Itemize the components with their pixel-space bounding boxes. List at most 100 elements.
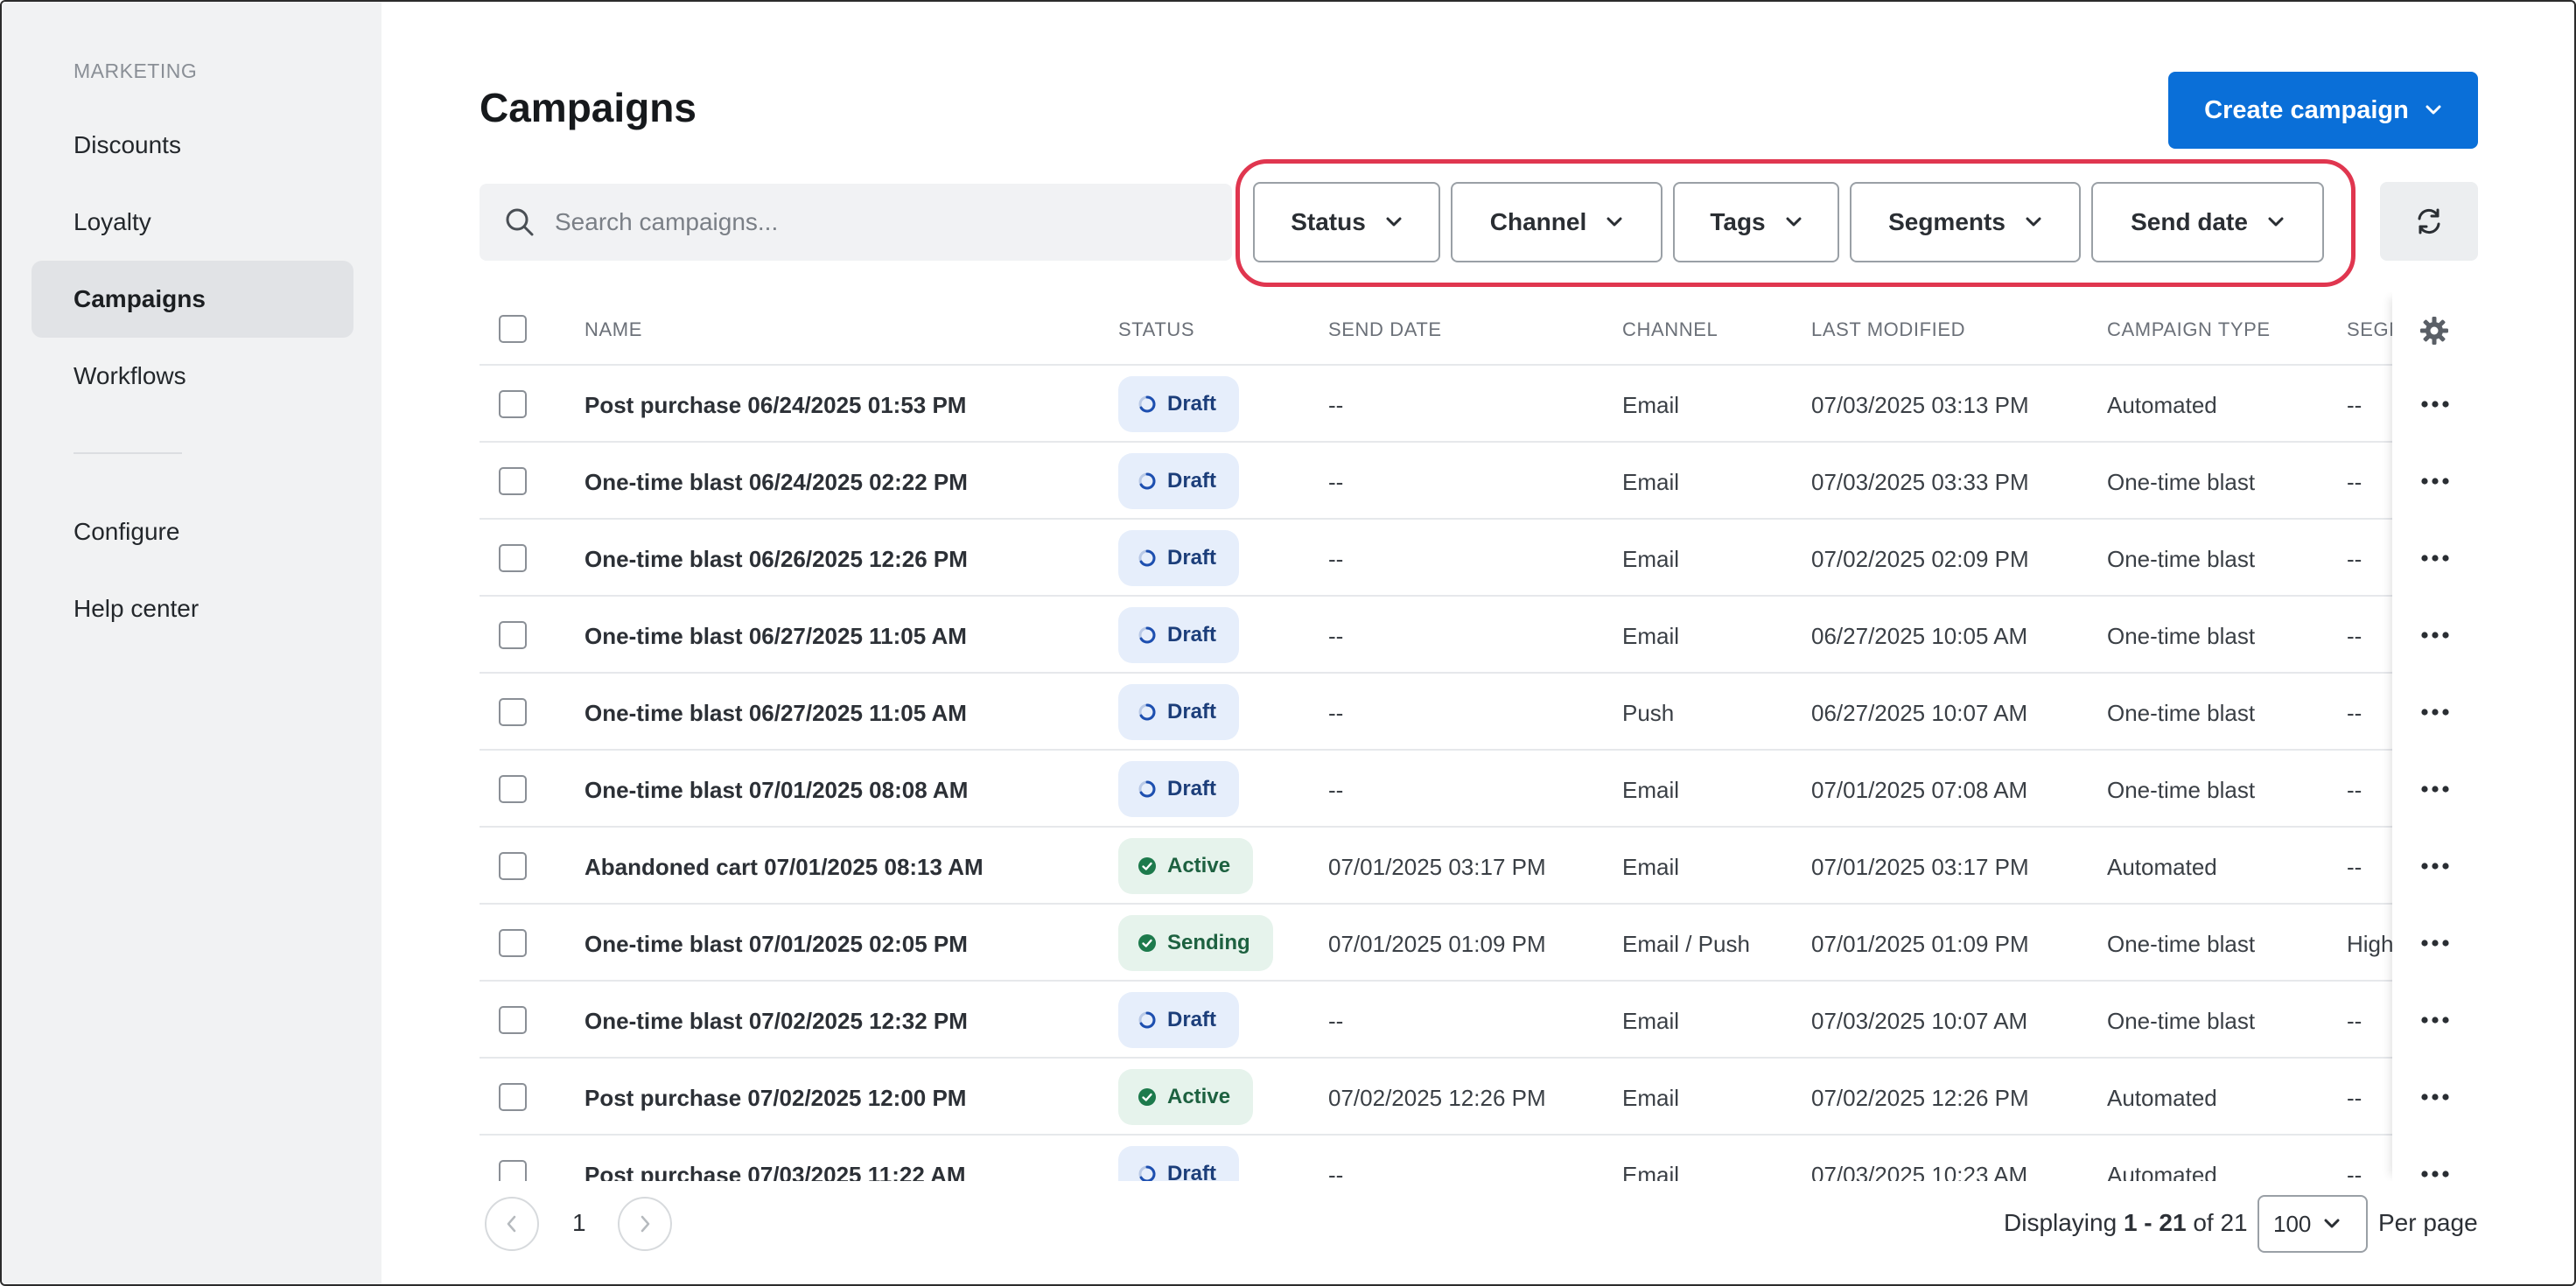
status-badge-label: Draft bbox=[1167, 469, 1217, 493]
row-more-actions-button[interactable] bbox=[2412, 996, 2459, 1044]
row-checkbox[interactable] bbox=[499, 621, 527, 649]
campaign-name[interactable]: One-time blast 06/27/2025 11:05 AM bbox=[584, 623, 967, 649]
table-row[interactable]: One-time blast 06/27/2025 11:05 AM Draft -… bbox=[480, 674, 2478, 751]
search-input[interactable] bbox=[555, 208, 1167, 236]
filter-channel[interactable]: Channel bbox=[1451, 182, 1662, 262]
sidebar-item-configure[interactable]: Configure bbox=[74, 518, 180, 545]
next-page-button[interactable] bbox=[618, 1197, 672, 1251]
row-more-actions-button[interactable] bbox=[2412, 381, 2459, 428]
filter-tags-label: Tags bbox=[1710, 208, 1766, 235]
row-checkbox[interactable] bbox=[499, 1006, 527, 1034]
segment: -- bbox=[2347, 1085, 2362, 1111]
table-row[interactable]: Abandoned cart 07/01/2025 08:13 AM Active… bbox=[480, 828, 2478, 905]
table-row[interactable]: Post purchase 07/03/2025 11:22 AM Draft --… bbox=[480, 1136, 2478, 1181]
campaigns-table: NAME STATUS SEND DATE CHANNEL LAST MODIF… bbox=[480, 292, 2478, 1181]
campaign-name[interactable]: One-time blast 06/27/2025 11:05 AM bbox=[584, 700, 967, 726]
row-more-actions-button[interactable] bbox=[2412, 458, 2459, 505]
row-checkbox[interactable] bbox=[499, 1083, 527, 1111]
last-modified: 07/03/2025 10:23 AM bbox=[1811, 1162, 2028, 1181]
campaign-name[interactable]: One-time blast 07/01/2025 02:05 PM bbox=[584, 931, 968, 957]
row-more-actions-button[interactable] bbox=[2412, 765, 2459, 813]
status-badge: Draft bbox=[1118, 376, 1240, 432]
table-row[interactable]: One-time blast 06/26/2025 12:26 PM Draft -… bbox=[480, 520, 2478, 597]
row-checkbox[interactable] bbox=[499, 929, 527, 957]
campaign-name[interactable]: Post purchase 07/02/2025 12:00 PM bbox=[584, 1085, 967, 1111]
campaign-type: One-time blast bbox=[2107, 700, 2256, 726]
column-name[interactable]: NAME bbox=[584, 318, 642, 340]
table-row[interactable]: Post purchase 06/24/2025 01:53 PM Draft --… bbox=[480, 366, 2478, 443]
row-checkbox[interactable] bbox=[499, 852, 527, 880]
status-badge: Draft bbox=[1118, 453, 1240, 509]
filter-tags[interactable]: Tags bbox=[1673, 182, 1839, 262]
refresh-button[interactable] bbox=[2380, 182, 2478, 261]
sidebar-item-help-center[interactable]: Help center bbox=[74, 595, 200, 622]
per-page-value: 100 bbox=[2273, 1210, 2312, 1237]
prev-page-button[interactable] bbox=[485, 1197, 539, 1251]
current-page-number[interactable]: 1 bbox=[572, 1209, 586, 1236]
column-channel[interactable]: CHANNEL bbox=[1622, 318, 1718, 340]
more-icon bbox=[2421, 478, 2449, 485]
campaign-name[interactable]: Abandoned cart 07/01/2025 08:13 AM bbox=[584, 854, 984, 880]
select-all-checkbox[interactable] bbox=[499, 315, 527, 343]
sidebar-item-workflows[interactable]: Workflows bbox=[74, 362, 186, 389]
table-row[interactable]: One-time blast 06/27/2025 11:05 AM Draft -… bbox=[480, 597, 2478, 674]
last-modified: 07/01/2025 01:09 PM bbox=[1811, 931, 2029, 957]
campaign-name[interactable]: One-time blast 06/26/2025 12:26 PM bbox=[584, 546, 968, 572]
row-more-actions-button[interactable] bbox=[2412, 1073, 2459, 1121]
row-more-actions-button[interactable] bbox=[2412, 842, 2459, 890]
row-more-actions-button[interactable] bbox=[2412, 688, 2459, 736]
sidebar-item-discounts[interactable]: Discounts bbox=[74, 131, 181, 158]
campaign-name[interactable]: Post purchase 06/24/2025 01:53 PM bbox=[584, 392, 967, 418]
row-more-actions-button[interactable] bbox=[2412, 612, 2459, 659]
row-checkbox[interactable] bbox=[499, 467, 527, 495]
column-campaign-type[interactable]: CAMPAIGN TYPE bbox=[2107, 318, 2271, 340]
campaign-name[interactable]: One-time blast 06/24/2025 02:22 PM bbox=[584, 469, 968, 495]
status-badge-label: Sending bbox=[1167, 931, 1250, 954]
campaign-name[interactable]: One-time blast 07/01/2025 08:08 AM bbox=[584, 777, 969, 803]
create-campaign-label: Create campaign bbox=[2204, 95, 2409, 124]
status-badge-label: Draft bbox=[1167, 1162, 1217, 1181]
chevron-down-icon bbox=[2268, 217, 2284, 227]
more-icon bbox=[2421, 632, 2449, 639]
table-row[interactable]: One-time blast 06/24/2025 02:22 PM Draft -… bbox=[480, 443, 2478, 520]
row-more-actions-button[interactable] bbox=[2412, 1150, 2459, 1181]
status-badge: Draft bbox=[1118, 684, 1240, 740]
chevron-right-icon bbox=[640, 1215, 650, 1233]
filter-send-date[interactable]: Send date bbox=[2091, 182, 2324, 262]
table-row[interactable]: Post purchase 07/02/2025 12:00 PM Active 0… bbox=[480, 1059, 2478, 1136]
draft-status-icon bbox=[1138, 395, 1156, 413]
row-checkbox[interactable] bbox=[499, 698, 527, 726]
campaign-type: Automated bbox=[2107, 854, 2217, 880]
row-checkbox[interactable] bbox=[499, 775, 527, 803]
campaign-type: One-time blast bbox=[2107, 546, 2256, 572]
last-modified: 07/02/2025 02:09 PM bbox=[1811, 546, 2029, 572]
column-last-modified[interactable]: LAST MODIFIED bbox=[1811, 318, 1966, 340]
status-badge: Draft bbox=[1118, 607, 1240, 663]
row-more-actions-button[interactable] bbox=[2412, 919, 2459, 967]
row-checkbox[interactable] bbox=[499, 544, 527, 572]
status-badge-label: Draft bbox=[1167, 777, 1217, 800]
last-modified: 06/27/2025 10:07 AM bbox=[1811, 700, 2028, 726]
last-modified: 07/02/2025 12:26 PM bbox=[1811, 1085, 2029, 1111]
row-more-actions-button[interactable] bbox=[2412, 535, 2459, 582]
search-icon bbox=[506, 208, 534, 236]
column-send-date[interactable]: SEND DATE bbox=[1328, 318, 1442, 340]
table-row[interactable]: One-time blast 07/01/2025 08:08 AM Draft -… bbox=[480, 751, 2478, 828]
campaign-name[interactable]: Post purchase 07/03/2025 11:22 AM bbox=[584, 1162, 966, 1181]
filter-status[interactable]: Status bbox=[1253, 182, 1440, 262]
sidebar: MARKETING Discounts Loyalty Campaigns Wo… bbox=[2, 2, 382, 1284]
sidebar-item-campaigns[interactable]: Campaigns bbox=[32, 261, 354, 338]
filter-segments[interactable]: Segments bbox=[1850, 182, 2081, 262]
row-checkbox[interactable] bbox=[499, 390, 527, 418]
campaign-name[interactable]: One-time blast 07/02/2025 12:32 PM bbox=[584, 1008, 968, 1034]
gear-icon[interactable] bbox=[2418, 315, 2450, 346]
sidebar-item-loyalty[interactable]: Loyalty bbox=[74, 208, 151, 235]
more-icon bbox=[2421, 1017, 2449, 1024]
table-row[interactable]: One-time blast 07/01/2025 02:05 PM Sendin… bbox=[480, 905, 2478, 982]
table-row[interactable]: One-time blast 07/02/2025 12:32 PM Draft -… bbox=[480, 982, 2478, 1059]
per-page-select[interactable]: 100 bbox=[2258, 1195, 2368, 1253]
status-badge: Draft bbox=[1118, 1146, 1240, 1181]
row-checkbox[interactable] bbox=[499, 1160, 527, 1181]
column-status[interactable]: STATUS bbox=[1118, 318, 1195, 340]
create-campaign-button[interactable]: Create campaign bbox=[2168, 72, 2478, 149]
